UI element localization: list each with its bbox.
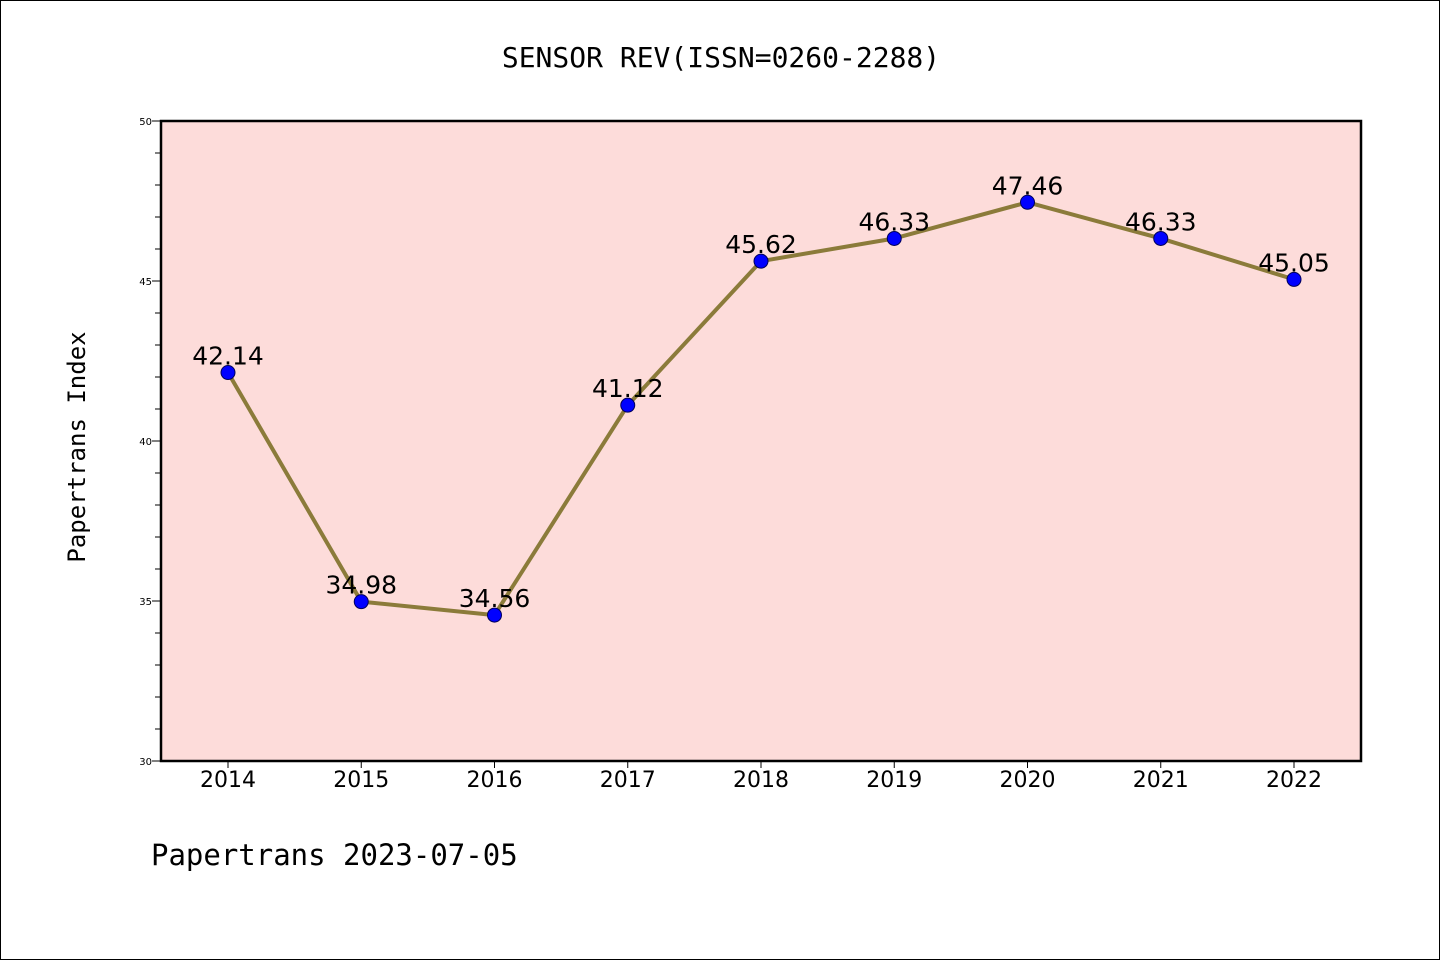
- x-tick-label: 2016: [467, 768, 523, 793]
- data-point: [1286, 271, 1302, 287]
- data-point: [1153, 230, 1169, 246]
- y-axis-label: Papertrans Index: [63, 331, 91, 562]
- data-label: 45.62: [725, 230, 797, 259]
- x-tick-label: 2014: [200, 768, 256, 793]
- data-point: [220, 365, 236, 381]
- data-labels: 42.14 34.98 34.56 41.12 45.62 46.33 47.46 46.33…: [192, 171, 1330, 613]
- data-label: 42.14: [192, 342, 264, 371]
- plot-area: [161, 121, 1361, 761]
- y-tick-label: 35: [139, 597, 152, 608]
- y-tick-label: 45: [139, 277, 152, 288]
- plot-frame: [159, 119, 1363, 763]
- data-label: 45.05: [1258, 248, 1330, 277]
- x-tick-label: 2021: [1133, 768, 1189, 793]
- data-label: 46.33: [858, 207, 930, 236]
- data-point: [1020, 194, 1035, 210]
- x-tick-label: 2019: [866, 768, 922, 793]
- data-point: [487, 607, 502, 623]
- data-label: 41.12: [592, 374, 664, 403]
- data-point: [620, 397, 636, 413]
- series-layer: [220, 194, 1302, 623]
- data-point: [353, 594, 369, 610]
- y-tick-label: 50: [139, 117, 152, 128]
- x-tick-label: 2018: [733, 768, 789, 793]
- data-point: [886, 230, 902, 246]
- x-tick-label: 2020: [1000, 768, 1056, 793]
- footer-text: Papertrans 2023-07-05: [151, 838, 518, 872]
- data-label: 47.46: [992, 171, 1064, 200]
- chart-title: SENSOR REV(ISSN=0260-2288): [502, 41, 940, 74]
- data-label: 34.98: [325, 571, 397, 600]
- data-label: 34.56: [459, 584, 531, 613]
- data-label: 46.33: [1125, 207, 1197, 236]
- y-tick-label: 40: [139, 437, 152, 448]
- data-point: [753, 253, 769, 269]
- x-tick-label: 2017: [600, 768, 656, 793]
- x-tick-label: 2015: [333, 768, 389, 793]
- y-tick-label: 30: [139, 757, 152, 768]
- x-tick-label: 2022: [1266, 768, 1322, 793]
